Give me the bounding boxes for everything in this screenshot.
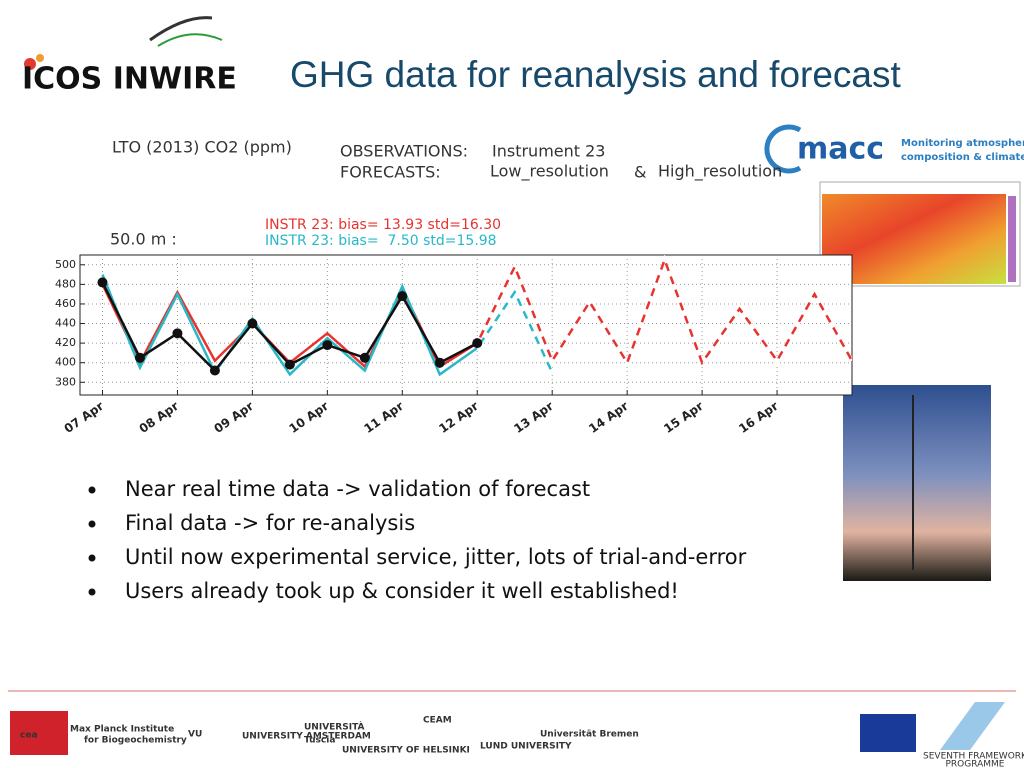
bullet-dot [88, 486, 96, 494]
partner-logo: cea [20, 731, 38, 741]
observation-point [172, 328, 183, 339]
plot-area [79, 254, 853, 396]
partner-logo: VU [188, 730, 202, 740]
annotation: INSTR 23: bias= 7.50 std=15.98 [265, 233, 497, 249]
macc-name: macc [797, 132, 884, 167]
fp7-logo [940, 702, 1005, 750]
observation-point [134, 352, 145, 363]
bullet-list: Near real time data -> validation of for… [88, 477, 747, 603]
y-tick-label: 480 [55, 277, 76, 290]
x-tick-label: 13 Apr [511, 399, 556, 436]
observation-point [472, 338, 483, 349]
slide-title: GHG data for reanalysis and forecast [290, 54, 902, 95]
partner-logo: LUND UNIVERSITY [480, 742, 572, 752]
observation-point [284, 359, 295, 370]
partner-logo: for Biogeochemistry [84, 736, 187, 746]
partner-logo: UNIVERSITÀ [304, 721, 365, 733]
programme-label: SEVENTH FRAMEWORK [923, 752, 1024, 762]
observation-point [359, 352, 370, 363]
logo-text: ICOS INWIRE [22, 62, 237, 97]
macc-tagline: composition & climate [901, 152, 1024, 163]
eu-flag [860, 714, 916, 752]
bullet-text: Near real time data -> validation of for… [125, 477, 590, 501]
partner-logo: UNIVERSITY AMSTERDAM [242, 732, 371, 742]
cea-logo [10, 711, 68, 755]
y-tick-label: 420 [55, 336, 76, 349]
bullet-text: Until now experimental service, jitter, … [125, 545, 747, 569]
observation-point [322, 340, 333, 351]
observation-point [209, 365, 220, 376]
x-tick-label: 15 Apr [661, 399, 706, 436]
y-tick-label: 500 [55, 258, 76, 271]
legend-heading: OBSERVATIONS: [340, 142, 468, 161]
x-tick-label: 16 Apr [736, 399, 781, 436]
x-tick-label: 09 Apr [211, 399, 256, 436]
map-colorbar [1008, 196, 1016, 282]
chart-title: LTO (2013) CO2 (ppm) [112, 138, 292, 157]
x-tick-label: 08 Apr [137, 399, 182, 436]
y-tick-label: 380 [55, 375, 76, 388]
macc-logo: macc Monitoring atmospheric composition … [764, 124, 1024, 174]
observation-point [97, 277, 108, 288]
legend-label: Instrument 23 [492, 142, 605, 161]
x-tick-label: 11 Apr [361, 399, 406, 436]
bullet-dot [88, 520, 96, 528]
bullet-dot [88, 554, 96, 562]
forecast-map [822, 194, 1006, 284]
x-tick-label: 12 Apr [436, 399, 481, 436]
tower-photo [843, 385, 991, 581]
chart-subtitle: 50.0 m : [110, 230, 177, 249]
y-tick-label: 440 [55, 317, 76, 330]
partner-logo: UNIVERSITY OF HELSINKI [342, 746, 470, 756]
legend-label: High_resolution [658, 162, 782, 182]
observation-point [434, 357, 445, 368]
y-tick-label: 460 [55, 297, 76, 310]
x-tick-label: 14 Apr [586, 399, 631, 436]
annotation: INSTR 23: bias= 13.93 std=16.30 [265, 217, 501, 233]
legend-and: & [634, 163, 646, 182]
observation-point [397, 291, 408, 302]
partner-logo: Tuscia [304, 736, 335, 746]
bullet-text: Final data -> for re-analysis [125, 511, 415, 535]
header-logo: ICOS INWIRE [22, 16, 237, 97]
bullet-dot [88, 588, 96, 596]
observation-point [247, 318, 258, 329]
legend-heading: FORECASTS: [340, 163, 441, 182]
bullet-text: Users already took up & consider it well… [125, 579, 679, 603]
x-tick-label: 07 Apr [62, 399, 107, 436]
partner-logo: CEAM [423, 716, 452, 726]
chart: LTO (2013) CO2 (ppm) OBSERVATIONS: FOREC… [55, 138, 854, 436]
partner-logo: Universität Bremen [540, 730, 639, 740]
partner-logo: Max Planck Institute [70, 725, 174, 735]
programme-label: PROGRAMME [945, 760, 1004, 768]
x-tick-label: 10 Apr [286, 399, 331, 436]
legend-label: Low_resolution [490, 162, 609, 182]
macc-tagline: Monitoring atmospheric [901, 138, 1024, 149]
y-tick-label: 400 [55, 356, 76, 369]
